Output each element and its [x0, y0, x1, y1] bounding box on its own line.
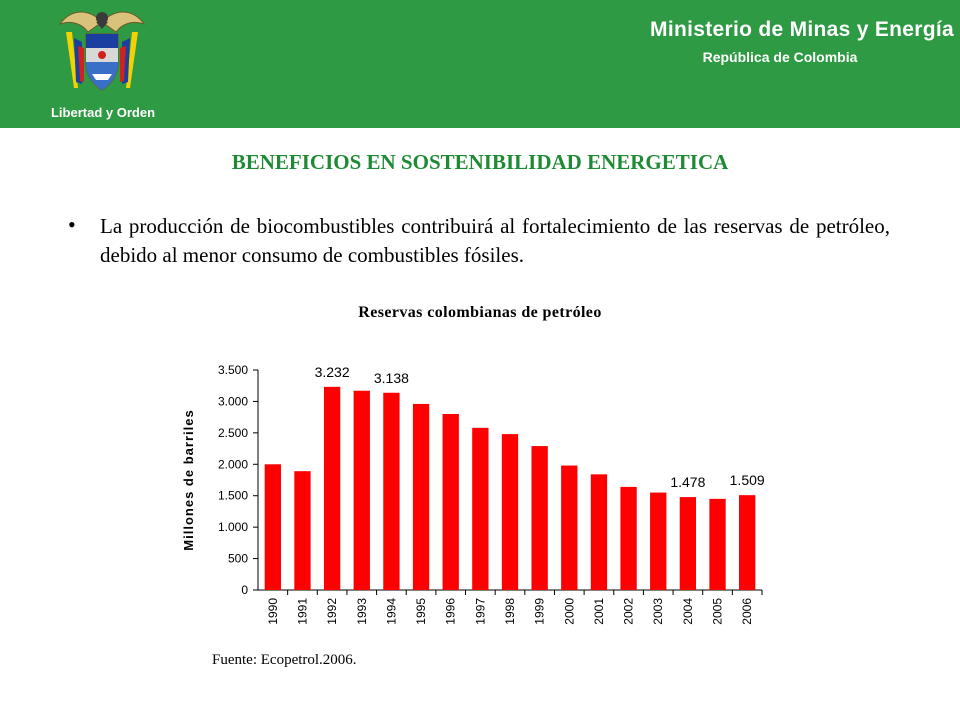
x-tick-label: 1996 — [444, 598, 458, 625]
bullet-dot-icon: • — [68, 212, 76, 237]
y-tick-label: 0 — [241, 583, 248, 597]
chart-bars — [264, 386, 756, 590]
y-tick-label: 2.500 — [218, 426, 248, 440]
x-tick-label: 1999 — [533, 598, 547, 625]
bar-2003 — [650, 492, 667, 590]
x-tick-label: 2001 — [592, 598, 606, 625]
y-tick-label: 3.000 — [218, 394, 248, 408]
bar-2005 — [709, 498, 726, 590]
data-label: 1.478 — [670, 474, 705, 490]
x-tick-label: 1995 — [414, 598, 428, 625]
y-tick-label: 500 — [228, 552, 248, 566]
chart-title: Reservas colombianas de petróleo — [358, 304, 602, 321]
bar-1993 — [353, 390, 370, 590]
y-axis-label: Millones de barriles — [181, 409, 196, 550]
bar-1998 — [501, 434, 519, 590]
bar-1992 — [323, 386, 341, 590]
bar-1990 — [264, 464, 281, 590]
bullet-item: • La producción de biocombustibles contr… — [68, 212, 890, 270]
y-tick-label: 1.500 — [218, 489, 248, 503]
x-tick-label: 1993 — [355, 598, 369, 625]
x-tick-label: 1990 — [266, 598, 280, 625]
y-tick-label: 1.000 — [218, 520, 248, 534]
bar-1995 — [412, 403, 430, 590]
data-label: 1.509 — [730, 472, 765, 488]
x-tick-label: 1997 — [473, 598, 487, 625]
source-note: Fuente: Ecopetrol.2006. — [212, 652, 357, 668]
bar-2004 — [679, 497, 697, 590]
bullet-text: La producción de biocombustibles contrib… — [100, 214, 890, 267]
bar-1991 — [294, 471, 311, 590]
x-tick-label: 1992 — [325, 598, 339, 625]
bar-2006 — [739, 495, 756, 590]
bar-1997 — [472, 427, 489, 590]
x-tick-label: 2002 — [622, 598, 636, 625]
x-tick-label: 2003 — [651, 598, 665, 625]
x-tick-label: 2006 — [740, 598, 754, 625]
bar-1994 — [383, 392, 400, 590]
x-tick-label: 2005 — [711, 598, 725, 625]
bar-1999 — [531, 446, 548, 590]
bar-2000 — [561, 465, 578, 590]
colombia-coat-of-arms-icon — [58, 11, 146, 91]
y-tick-label: 3.500 — [218, 363, 248, 377]
x-tick-label: 2004 — [681, 598, 695, 625]
header-bar: Libertad y Orden Ministerio de Minas y E… — [0, 0, 960, 128]
bar-1996 — [442, 414, 459, 590]
x-tick-label: 1991 — [295, 598, 309, 625]
ministry-name: Ministerio de Minas y Energía — [650, 18, 954, 41]
y-tick-label: 2.000 — [218, 457, 248, 471]
x-tick-label: 2000 — [562, 598, 576, 625]
slide-title: BENEFICIOS EN SOSTENIBILIDAD ENERGETICA — [231, 150, 729, 174]
data-label: 3.232 — [315, 364, 350, 380]
x-tick-label: 1994 — [384, 598, 398, 625]
x-tick-label: 1998 — [503, 598, 517, 625]
republic-name: República de Colombia — [702, 49, 858, 65]
chart-labels: 1990 1991 1992 1993 1994 1995 1996 1997 1998 1999… — [266, 364, 765, 625]
bar-2002 — [620, 486, 637, 590]
bar-2001 — [590, 474, 608, 590]
motto-text: Libertad y Orden — [50, 105, 156, 120]
data-label: 3.138 — [374, 370, 409, 386]
